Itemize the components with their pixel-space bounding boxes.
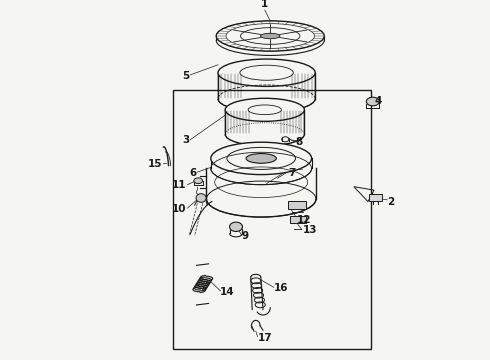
Text: 17: 17 — [258, 333, 272, 343]
Text: 6: 6 — [189, 168, 196, 178]
Ellipse shape — [196, 194, 206, 202]
Text: 1: 1 — [261, 0, 269, 9]
Ellipse shape — [261, 33, 280, 39]
Text: 4: 4 — [374, 96, 382, 106]
Text: 10: 10 — [172, 204, 187, 214]
Text: 12: 12 — [297, 215, 312, 225]
Text: 11: 11 — [172, 180, 187, 190]
Text: 15: 15 — [147, 159, 162, 169]
Ellipse shape — [194, 178, 202, 184]
Ellipse shape — [225, 98, 304, 121]
Bar — [173, 90, 371, 349]
Text: 16: 16 — [274, 283, 288, 293]
Text: 13: 13 — [303, 225, 317, 235]
Ellipse shape — [229, 222, 243, 231]
Ellipse shape — [367, 97, 379, 106]
Text: 9: 9 — [242, 231, 248, 241]
Text: 5: 5 — [182, 71, 189, 81]
Ellipse shape — [216, 21, 324, 51]
Ellipse shape — [211, 142, 312, 175]
Bar — [369, 194, 382, 201]
Text: 8: 8 — [295, 137, 303, 147]
Text: 3: 3 — [182, 135, 189, 145]
Bar — [290, 216, 306, 223]
Text: 14: 14 — [220, 287, 234, 297]
Text: 7: 7 — [288, 168, 295, 178]
Bar — [288, 201, 306, 209]
Ellipse shape — [246, 153, 276, 163]
Ellipse shape — [218, 59, 315, 86]
Text: 2: 2 — [387, 197, 394, 207]
